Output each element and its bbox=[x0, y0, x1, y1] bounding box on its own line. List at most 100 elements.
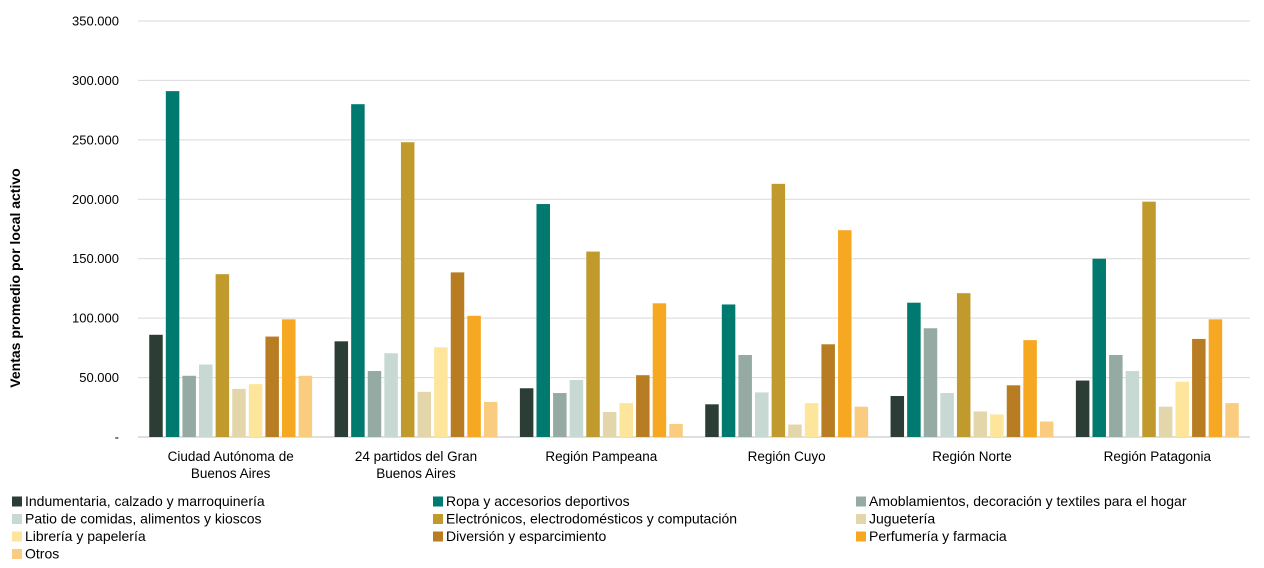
bar bbox=[1125, 371, 1140, 437]
bar bbox=[1175, 381, 1189, 437]
bar bbox=[553, 393, 567, 437]
bar bbox=[149, 334, 163, 437]
y-tick-label: 250.000 bbox=[72, 132, 119, 147]
legend-label: Indumentaria, calzado y marroquinería bbox=[25, 493, 265, 509]
y-tick-label: 200.000 bbox=[72, 192, 119, 207]
category-label: 24 partidos del Gran Buenos Aires bbox=[355, 449, 477, 481]
legend-swatch bbox=[433, 531, 443, 542]
bar bbox=[165, 91, 180, 437]
legend-swatch bbox=[856, 496, 866, 507]
bar bbox=[705, 404, 719, 437]
bar bbox=[282, 319, 296, 437]
y-tick-label: 350.000 bbox=[72, 14, 119, 29]
bar bbox=[434, 347, 448, 437]
bar bbox=[923, 328, 938, 437]
legend-swatch bbox=[433, 496, 443, 507]
legend-item: Diversión y esparcimiento bbox=[433, 528, 606, 544]
bar bbox=[854, 406, 869, 437]
legend-swatch bbox=[12, 496, 22, 507]
bar bbox=[788, 424, 802, 437]
bar bbox=[907, 302, 921, 437]
category-label: Ciudad Autónoma de Buenos Aires bbox=[168, 449, 294, 481]
bar bbox=[483, 401, 498, 437]
bar bbox=[248, 384, 263, 437]
bar bbox=[1192, 338, 1206, 437]
category-label: Región Pampeana bbox=[545, 449, 657, 464]
legend-label: Diversión y esparcimiento bbox=[446, 528, 606, 544]
bar bbox=[199, 364, 213, 437]
bar bbox=[334, 341, 349, 437]
bar bbox=[400, 142, 415, 438]
bar bbox=[298, 375, 313, 437]
y-tick-label: 150.000 bbox=[72, 251, 119, 266]
bar bbox=[602, 412, 617, 437]
bar bbox=[1092, 258, 1106, 437]
grid-lines bbox=[138, 20, 1250, 438]
bar bbox=[1142, 201, 1156, 437]
bar bbox=[265, 336, 279, 437]
bar bbox=[821, 344, 835, 437]
legend-label: Perfumería y farmacia bbox=[869, 528, 1007, 544]
legend-item: Perfumería y farmacia bbox=[856, 528, 1007, 544]
y-tick-label: 100.000 bbox=[72, 311, 119, 326]
bar bbox=[973, 411, 988, 437]
bar bbox=[232, 388, 246, 437]
bar bbox=[956, 293, 971, 437]
legend-swatch bbox=[12, 514, 22, 524]
bar bbox=[1006, 385, 1021, 437]
y-tick-label: 50.000 bbox=[79, 370, 119, 385]
bar bbox=[890, 395, 905, 437]
legend: Indumentaria, calzado y marroquinería Rop… bbox=[12, 493, 1187, 562]
legend-swatch bbox=[12, 531, 22, 542]
legend-item: Librería y papelería bbox=[12, 528, 146, 544]
bar bbox=[1158, 406, 1173, 437]
bar bbox=[1109, 354, 1123, 437]
legend-label: Juguetería bbox=[869, 511, 935, 527]
bar bbox=[569, 379, 584, 437]
bar bbox=[652, 303, 667, 437]
bar bbox=[1075, 380, 1090, 437]
bar bbox=[990, 414, 1004, 437]
bar bbox=[669, 423, 683, 437]
bars bbox=[149, 91, 1239, 438]
bar bbox=[1023, 340, 1037, 437]
legend-label: Librería y papelería bbox=[25, 528, 146, 544]
category-label: Región Norte bbox=[932, 449, 1012, 464]
legend-label: Electrónicos, electrodomésticos y comput… bbox=[446, 511, 737, 527]
bar bbox=[467, 315, 481, 437]
category-label: Región Cuyo bbox=[748, 449, 826, 464]
bar bbox=[804, 403, 819, 437]
bar bbox=[755, 392, 769, 437]
legend-item: Electrónicos, electrodomésticos y comput… bbox=[433, 511, 737, 527]
legend-swatch bbox=[856, 514, 866, 524]
legend-swatch bbox=[856, 531, 866, 542]
legend-item: Otros bbox=[12, 546, 59, 562]
legend-item: Juguetería bbox=[856, 511, 935, 527]
bar bbox=[721, 304, 736, 437]
legend-label: Otros bbox=[25, 546, 59, 562]
bar bbox=[838, 230, 852, 437]
bar bbox=[384, 353, 398, 437]
bar bbox=[215, 274, 230, 437]
legend-item: Amoblamientos, decoración y textiles par… bbox=[856, 493, 1187, 509]
bar bbox=[940, 393, 954, 437]
bar bbox=[417, 391, 432, 437]
legend-label: Patio de comidas, alimentos y kioscos bbox=[25, 511, 262, 527]
legend-item: Indumentaria, calzado y marroquinería bbox=[12, 493, 265, 509]
bar bbox=[1039, 421, 1054, 437]
legend-swatch bbox=[433, 514, 443, 524]
bar bbox=[586, 251, 600, 437]
category-label: Región Patagonia bbox=[1104, 449, 1212, 464]
bar bbox=[771, 183, 786, 437]
bar bbox=[536, 204, 550, 437]
bar bbox=[1225, 403, 1239, 437]
bar bbox=[738, 354, 752, 437]
y-axis-ticks: - 50.000 100.000 150.000 200.000 250.000 300.0… bbox=[72, 14, 119, 445]
bar bbox=[182, 375, 196, 437]
bar bbox=[450, 272, 465, 437]
bar bbox=[636, 375, 650, 437]
x-axis-categories: Ciudad Autónoma de Buenos Aires 24 partido… bbox=[168, 449, 1212, 481]
y-tick-label: - bbox=[115, 430, 119, 445]
bar bbox=[351, 104, 365, 437]
